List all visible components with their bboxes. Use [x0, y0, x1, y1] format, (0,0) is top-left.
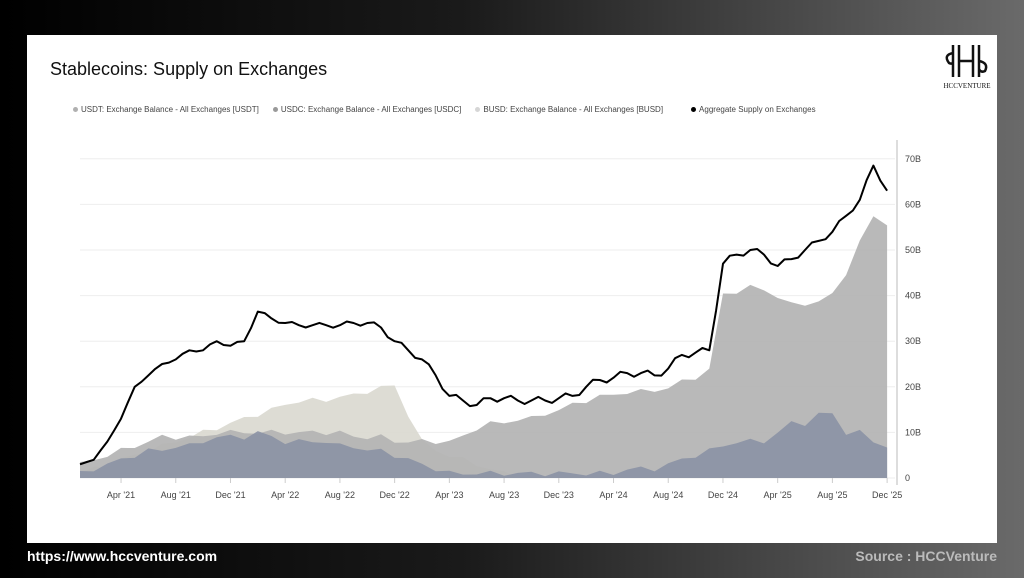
x-tick-label: Apr '25 — [764, 490, 792, 500]
x-tick-label: Dec '24 — [708, 490, 738, 500]
x-tick-label: Aug '24 — [653, 490, 683, 500]
y-tick-label: 50B — [905, 245, 921, 255]
legend-label: USDT: Exchange Balance - All Exchanges [… — [81, 105, 259, 114]
y-tick-label: 70B — [905, 154, 921, 164]
svg-text:HCCVENTURE: HCCVENTURE — [943, 82, 990, 90]
x-tick-label: Aug '22 — [325, 490, 355, 500]
y-tick-label: 60B — [905, 199, 921, 209]
y-tick-label: 40B — [905, 291, 921, 301]
x-tick-label: Dec '21 — [215, 490, 245, 500]
website-url[interactable]: https://www.hccventure.com — [27, 548, 218, 564]
x-tick-label: Apr '23 — [435, 490, 463, 500]
legend-dot — [73, 107, 78, 112]
y-tick-label: 20B — [905, 382, 921, 392]
legend-label: USDC: Exchange Balance - All Exchanges [… — [280, 105, 462, 114]
legend-dot — [475, 107, 481, 112]
chart-plot: 0 10B 20B 30B 40B 50B 60B 70B Apr '21 Aug '21 Dec … — [79, 140, 921, 500]
area-usdc — [80, 412, 888, 478]
aggregate-line — [79, 164, 888, 466]
x-tick-label: Apr '24 — [599, 490, 627, 500]
y-tick-label: 0 — [905, 473, 910, 483]
x-tick-label: Apr '22 — [271, 490, 299, 500]
x-tick-label: Aug '23 — [489, 490, 519, 500]
y-tick-label: 10B — [905, 427, 921, 437]
legend-dot — [691, 107, 697, 112]
x-tick-label: Aug '25 — [817, 490, 847, 500]
legend-label: BUSD: Exchange Balance - All Exchanges [… — [483, 105, 664, 114]
legend-item-aggregate[interactable]: Aggregate Supply on Exchanges — [691, 105, 816, 114]
legend-label: Aggregate Supply on Exchanges — [699, 105, 816, 114]
x-tick-label: Aug '21 — [161, 490, 191, 500]
x-tick-label: Dec '22 — [380, 490, 410, 500]
hccventure-logo: HCCVENTURE — [939, 41, 995, 93]
legend-item-busd[interactable]: BUSD: Exchange Balance - All Exchanges [… — [475, 105, 663, 114]
legend-dot — [272, 107, 278, 112]
area-usdt — [80, 216, 888, 479]
y-tick-label: 30B — [905, 336, 921, 346]
legend-item-usdc[interactable]: USDC: Exchange Balance - All Exchanges [… — [272, 105, 462, 114]
x-tick-label: Apr '21 — [107, 490, 135, 500]
chart-panel: Stablecoins: Supply on Exchanges USDT: E… — [27, 35, 997, 543]
legend: USDT: Exchange Balance - All Exchanges [… — [73, 105, 830, 114]
source-credit: Source : HCCVenture — [855, 548, 997, 564]
x-tick-label: Dec '25 — [872, 490, 902, 500]
x-tick-label: Dec '23 — [544, 490, 574, 500]
legend-item-usdt[interactable]: USDT: Exchange Balance - All Exchanges [… — [73, 105, 259, 114]
chart-title: Stablecoins: Supply on Exchanges — [50, 59, 328, 79]
